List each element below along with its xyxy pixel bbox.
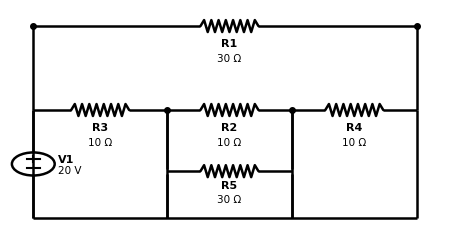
Text: R4: R4 <box>346 123 363 133</box>
Text: 30 Ω: 30 Ω <box>217 195 242 205</box>
Text: 10 Ω: 10 Ω <box>217 138 242 148</box>
Text: 10 Ω: 10 Ω <box>88 138 112 148</box>
Text: 30 Ω: 30 Ω <box>217 54 242 64</box>
Text: R3: R3 <box>92 123 108 133</box>
Text: V1: V1 <box>58 155 74 165</box>
Text: R5: R5 <box>221 181 238 191</box>
Text: 20 V: 20 V <box>58 166 81 176</box>
Text: R2: R2 <box>221 123 238 133</box>
Text: R1: R1 <box>221 39 238 49</box>
Text: 10 Ω: 10 Ω <box>342 138 366 148</box>
